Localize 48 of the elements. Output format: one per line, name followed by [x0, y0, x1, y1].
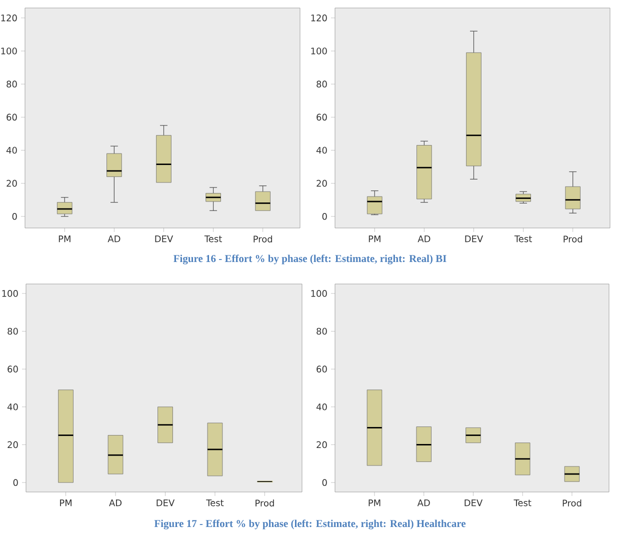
y-tick-label: 80: [6, 80, 17, 88]
x-tick-label: Prod: [254, 236, 272, 242]
y-tick-label: 80: [316, 328, 327, 335]
y-tick-label: 20: [6, 180, 17, 187]
x-tick-label: AD: [418, 236, 430, 242]
y-tick-label: 80: [8, 328, 18, 335]
y-tick-label: 40: [7, 403, 18, 410]
y-tick-label: 60: [6, 114, 17, 121]
y-tick-label: 60: [8, 366, 18, 372]
y-tick-label: 20: [316, 441, 327, 448]
y-tick-label: 120: [311, 14, 327, 22]
y-tick-label: 0: [12, 213, 17, 220]
y-tick-label: 120: [1, 14, 17, 22]
caption: Figure 16 - Effort % by phase (left: Estimate, right: Real) BI: [174, 254, 446, 264]
x-tick-label: PM: [368, 236, 380, 242]
x-tick-label: Prod: [562, 500, 582, 506]
x-tick-label: Test: [514, 500, 532, 506]
x-tick-label: PM: [368, 500, 380, 506]
x-tick-label: Prod: [256, 500, 274, 506]
y-tick-label: 100: [311, 48, 327, 54]
y-tick-label: 0: [322, 479, 327, 486]
x-tick-label: Test: [514, 236, 532, 242]
y-tick-label: 0: [322, 213, 327, 220]
caption: Figure 17 - Effort % by phase (left: Estimate, right: Real) Healthcare: [154, 520, 466, 530]
y-tick-label: 40: [316, 403, 327, 410]
x-tick-label: DEV: [465, 236, 484, 242]
x-tick-label: Prod: [564, 236, 582, 242]
x-tick-label: PM: [58, 236, 70, 242]
x-tick-label: PM: [60, 500, 72, 506]
x-tick-label: AD: [109, 500, 122, 506]
y-tick-label: 20: [8, 441, 18, 448]
y-tick-label: 100: [311, 290, 327, 297]
y-tick-label: 80: [316, 80, 327, 88]
x-tick-label: DEV: [156, 500, 175, 506]
x-tick-label: DEV: [464, 500, 483, 506]
y-tick-label: 100: [1, 48, 17, 54]
x-tick-label: DEV: [155, 236, 174, 242]
y-tick-label: 20: [316, 180, 327, 187]
x-tick-label: Test: [206, 500, 224, 506]
y-tick-label: 40: [6, 146, 17, 154]
x-tick-label: Test: [204, 236, 222, 242]
y-tick-label: 60: [316, 366, 327, 372]
x-tick-label: AD: [417, 500, 430, 506]
y-tick-label: 100: [2, 290, 18, 297]
y-tick-label: 40: [316, 146, 327, 154]
y-tick-label: 0: [13, 479, 18, 486]
y-tick-label: 60: [316, 114, 327, 121]
x-tick-label: AD: [108, 236, 120, 242]
